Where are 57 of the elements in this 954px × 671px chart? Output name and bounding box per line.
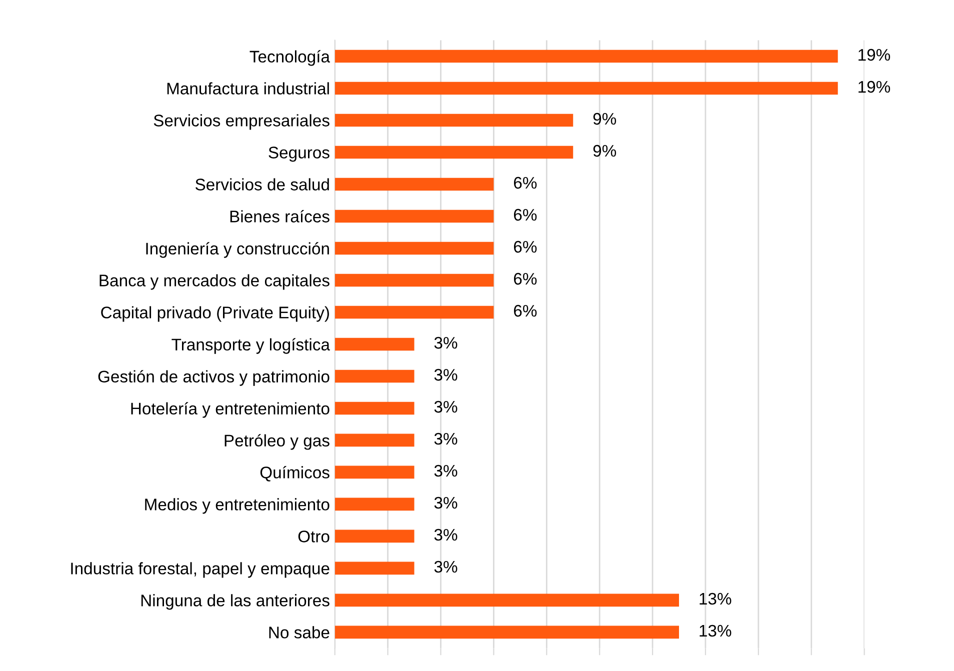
data-label: 13% <box>700 624 732 637</box>
data-label: 3% <box>434 496 458 509</box>
data-label: 3% <box>434 464 458 477</box>
y-tick-label: Servicios de salud <box>196 178 329 190</box>
y-tick-label: Capital privado (Private Equity) <box>101 306 329 322</box>
y-tick-label: Medios y entretenimiento <box>145 498 330 514</box>
data-label: 3% <box>434 528 458 541</box>
data-label: 6% <box>514 208 537 221</box>
data-label: 6% <box>514 176 537 189</box>
y-tick-label: Hotelería y entretenimiento <box>131 402 330 418</box>
data-label: 6% <box>514 304 537 317</box>
bar <box>334 146 574 159</box>
bar <box>334 306 494 319</box>
bar <box>334 434 414 447</box>
y-tick-label: Ingeniería y construcción <box>146 242 329 258</box>
bar <box>334 274 494 287</box>
y-tick-label: Industria forestal, papel y empaque <box>71 562 330 578</box>
y-tick-label: Otro <box>298 530 330 542</box>
y-tick-label: Tecnología <box>250 50 330 66</box>
data-label: 9% <box>593 144 616 157</box>
y-tick-label: Bienes raíces <box>230 210 330 222</box>
data-label: 13% <box>700 592 732 605</box>
bar <box>334 210 494 223</box>
y-tick-label: Seguros <box>268 146 330 162</box>
bar <box>334 82 838 95</box>
y-tick-label: Transporte y logística <box>172 338 330 354</box>
data-label: 3% <box>434 368 458 381</box>
data-label: 3% <box>434 432 458 445</box>
bar <box>334 626 680 639</box>
bar <box>334 466 414 479</box>
data-label: 3% <box>434 560 458 573</box>
bar <box>334 242 494 255</box>
y-tick-label: No sabe <box>269 626 330 638</box>
y-tick-label: Servicios empresariales <box>154 114 330 130</box>
bar <box>334 50 838 63</box>
y-tick-label: Ninguna de las anteriores <box>141 594 330 610</box>
bar <box>334 498 414 511</box>
y-tick-label: Químicos <box>260 466 330 482</box>
y-tick-label: Banca y mercados de capitales <box>100 274 330 290</box>
bar <box>334 530 414 543</box>
bar <box>334 370 414 383</box>
bar <box>334 178 494 191</box>
bar <box>334 594 680 607</box>
bar <box>334 338 414 351</box>
data-label: 6% <box>514 240 537 253</box>
data-label: 3% <box>434 400 458 413</box>
bar <box>334 562 414 575</box>
y-tick-label: Petróleo y gas <box>224 434 330 450</box>
data-label: 19% <box>858 48 890 61</box>
y-tick-label: Gestión de activos y patrimonio <box>98 370 330 386</box>
data-label: 3% <box>434 336 458 349</box>
bar <box>334 114 574 127</box>
y-tick-label: Manufactura industrial <box>167 82 329 94</box>
bar <box>334 402 414 415</box>
data-label: 9% <box>593 112 616 125</box>
data-label: 6% <box>514 272 537 285</box>
data-label: 19% <box>858 80 890 93</box>
